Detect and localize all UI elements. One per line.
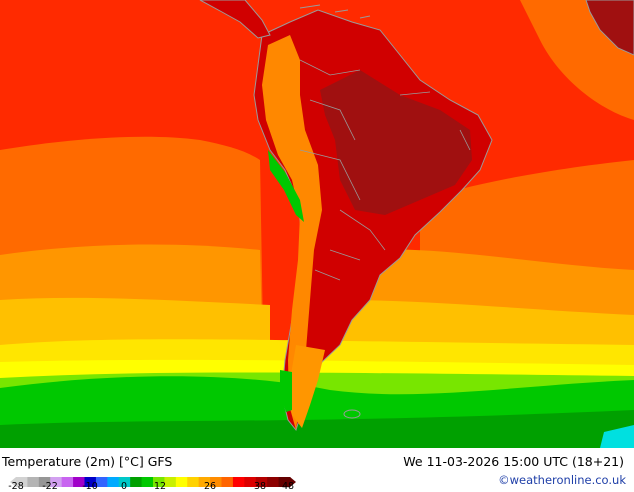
- map-title: Temperature (2m) [°C] GFS: [2, 454, 172, 469]
- color-legend: -28 -22 -10 0 12 26 38 48: [10, 472, 300, 490]
- map-datetime: We 11-03-2026 15:00 UTC (18+21): [403, 454, 624, 469]
- legend-tick-label: 0: [121, 481, 127, 492]
- legend-tick-label: 12: [154, 481, 166, 492]
- legend-tick-label: -22: [42, 481, 58, 492]
- legend-tick-label: 38: [254, 481, 266, 492]
- legend-swatch: [62, 477, 74, 487]
- legend-swatch: [164, 477, 176, 487]
- legend-swatch: [107, 477, 119, 487]
- credit-link[interactable]: ©weatheronline.co.uk: [498, 473, 626, 487]
- legend-swatch: [233, 477, 245, 487]
- legend-swatch: [187, 477, 199, 487]
- temperature-map: [0, 0, 634, 448]
- legend-swatch: [176, 477, 188, 487]
- map-canvas: [0, 0, 634, 448]
- legend-swatch: [27, 477, 39, 487]
- legend-tick-label: 26: [204, 481, 216, 492]
- falkland-islands: [344, 410, 360, 418]
- map-footer: Temperature (2m) [°C] GFS We 11-03-2026 …: [0, 448, 634, 490]
- legend-swatch: [222, 477, 234, 487]
- legend-tick-label: 48: [282, 481, 294, 492]
- legend-tick-label: -28: [8, 481, 24, 492]
- legend-swatch: [267, 477, 279, 487]
- legend-swatch: [130, 477, 142, 487]
- legend-tick-label: -10: [82, 481, 98, 492]
- legend-swatch: [142, 477, 154, 487]
